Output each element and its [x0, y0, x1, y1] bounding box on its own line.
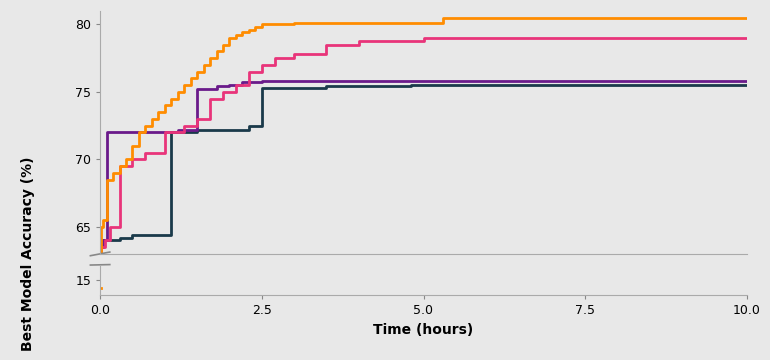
Y-axis label: Best Model Accuracy (%): Best Model Accuracy (%): [22, 157, 35, 351]
X-axis label: Time (hours): Time (hours): [373, 323, 474, 337]
